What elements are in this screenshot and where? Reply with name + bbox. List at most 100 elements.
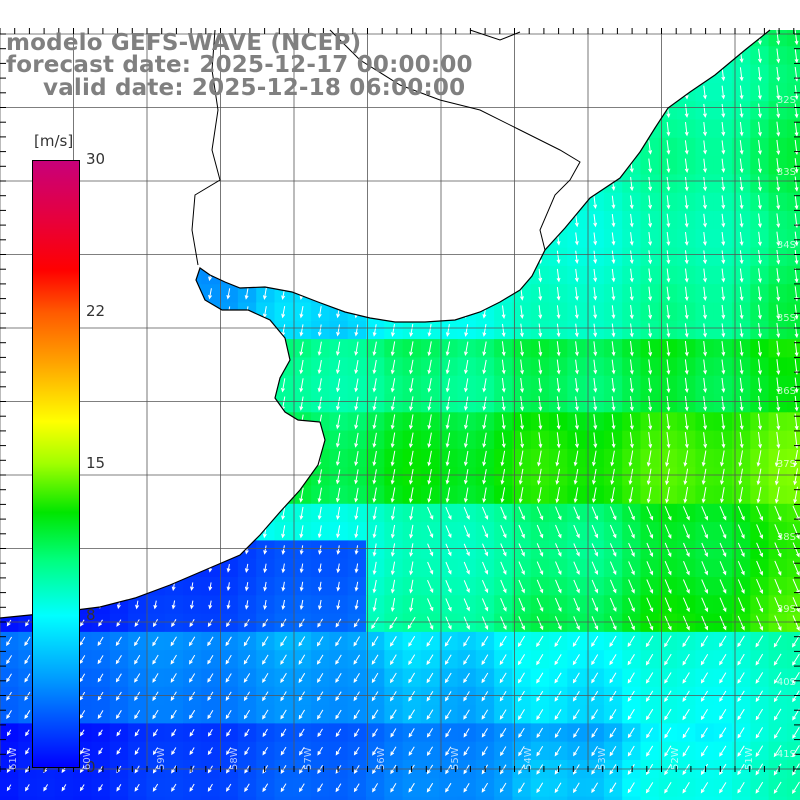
wind-arrow bbox=[719, 690, 727, 702]
wind-arrow bbox=[354, 506, 359, 521]
wind-arrow bbox=[390, 579, 396, 594]
wind-arrow bbox=[335, 341, 341, 356]
wind-arrow bbox=[335, 783, 342, 793]
wind-arrow bbox=[645, 653, 654, 666]
wind-arrow bbox=[409, 396, 414, 412]
wind-arrow bbox=[427, 396, 432, 411]
wind-arrow bbox=[756, 542, 763, 558]
wind-arrow bbox=[755, 708, 764, 721]
wind-arrow bbox=[755, 635, 764, 648]
wind-arrow bbox=[629, 177, 634, 192]
frame-ticks bbox=[0, 28, 800, 772]
wind-arrow bbox=[463, 636, 470, 647]
wind-arrow bbox=[482, 359, 487, 375]
wind-arrow bbox=[225, 636, 232, 647]
wind-cell bbox=[73, 796, 93, 800]
wind-arrow bbox=[520, 341, 524, 357]
wind-arrow bbox=[555, 487, 560, 504]
wind-arrow bbox=[372, 543, 377, 557]
lon-label: 60W bbox=[82, 747, 93, 770]
wind-arrow bbox=[648, 268, 653, 283]
wind-arrow bbox=[628, 615, 635, 631]
wind-arrow bbox=[758, 413, 762, 431]
wind-arrow bbox=[518, 782, 525, 794]
wind-arrow bbox=[135, 600, 140, 610]
wind-arrow bbox=[593, 378, 598, 393]
wind-arrow bbox=[409, 432, 414, 449]
wind-arrow bbox=[390, 524, 396, 539]
wind-arrow bbox=[226, 729, 232, 737]
wind-arrow bbox=[755, 727, 764, 739]
wind-arrow bbox=[774, 542, 782, 558]
wind-cell bbox=[0, 796, 19, 800]
wind-arrow bbox=[684, 323, 689, 338]
wind-cell bbox=[36, 796, 56, 800]
lon-label: 61W bbox=[8, 747, 19, 770]
wind-arrow bbox=[756, 560, 763, 576]
wind-arrow bbox=[152, 747, 159, 756]
wind-arrow bbox=[684, 103, 689, 118]
wind-cell bbox=[274, 796, 294, 800]
wind-cell bbox=[164, 796, 184, 800]
wind-arrow bbox=[701, 615, 709, 631]
wind-arrow bbox=[500, 616, 507, 631]
wind-arrow bbox=[757, 359, 762, 375]
wind-arrow bbox=[427, 487, 432, 503]
wind-arrow bbox=[354, 396, 359, 411]
wind-arrow bbox=[776, 249, 781, 265]
lon-label: 55W bbox=[450, 747, 461, 770]
wind-arrow bbox=[755, 653, 764, 666]
wind-arrow bbox=[354, 487, 359, 503]
wind-arrow bbox=[244, 582, 249, 592]
wind-arrow bbox=[556, 323, 561, 338]
wind-arrow bbox=[666, 121, 671, 137]
wind-arrow bbox=[739, 140, 744, 155]
wind-arrow bbox=[591, 782, 599, 794]
wind-arrow bbox=[189, 783, 195, 792]
wind-arrow bbox=[520, 414, 525, 430]
wind-arrow bbox=[243, 636, 251, 647]
wind-arrow bbox=[171, 747, 177, 756]
wind-arrow bbox=[794, 121, 799, 137]
wind-arrow bbox=[262, 709, 269, 720]
wind-arrow bbox=[482, 324, 487, 337]
wind-arrow bbox=[703, 304, 707, 320]
wind-arrow bbox=[792, 597, 800, 613]
wind-arrow bbox=[536, 654, 544, 666]
wind-arrow bbox=[684, 268, 689, 283]
wind-arrow bbox=[463, 450, 469, 467]
wind-arrow bbox=[757, 395, 762, 412]
wind-arrow bbox=[335, 432, 341, 448]
wind-arrow bbox=[682, 579, 690, 594]
wind-arrow bbox=[554, 616, 562, 631]
wind-arrow bbox=[629, 250, 634, 265]
wind-arrow bbox=[225, 709, 232, 720]
wind-arrow bbox=[518, 543, 525, 557]
wind-arrow bbox=[737, 579, 745, 594]
wind-arrow bbox=[225, 691, 232, 701]
wind-arrow bbox=[317, 360, 322, 375]
wind-arrow bbox=[664, 782, 672, 794]
wind-arrow bbox=[611, 287, 616, 301]
wind-arrow bbox=[518, 468, 524, 485]
wind-arrow bbox=[756, 450, 762, 467]
wind-arrow bbox=[463, 469, 469, 485]
wind-arrow bbox=[611, 232, 616, 246]
wind-arrow bbox=[445, 450, 451, 467]
wind-arrow bbox=[299, 728, 305, 738]
wind-arrow bbox=[648, 432, 653, 449]
wind-arrow bbox=[336, 581, 341, 592]
wind-arrow bbox=[518, 579, 525, 594]
wind-arrow bbox=[757, 140, 762, 155]
wind-arrow bbox=[463, 580, 470, 594]
wind-arrow bbox=[665, 468, 670, 486]
wind-arrow bbox=[794, 249, 799, 265]
lat-label: 35S bbox=[776, 313, 796, 324]
wind-arrow bbox=[555, 468, 560, 485]
wind-arrow bbox=[281, 545, 286, 555]
wind-arrow bbox=[225, 783, 232, 792]
wind-arrow bbox=[298, 636, 306, 647]
wind-arrow bbox=[629, 323, 634, 338]
wind-arrow bbox=[298, 654, 306, 665]
wind-arrow bbox=[739, 359, 744, 375]
